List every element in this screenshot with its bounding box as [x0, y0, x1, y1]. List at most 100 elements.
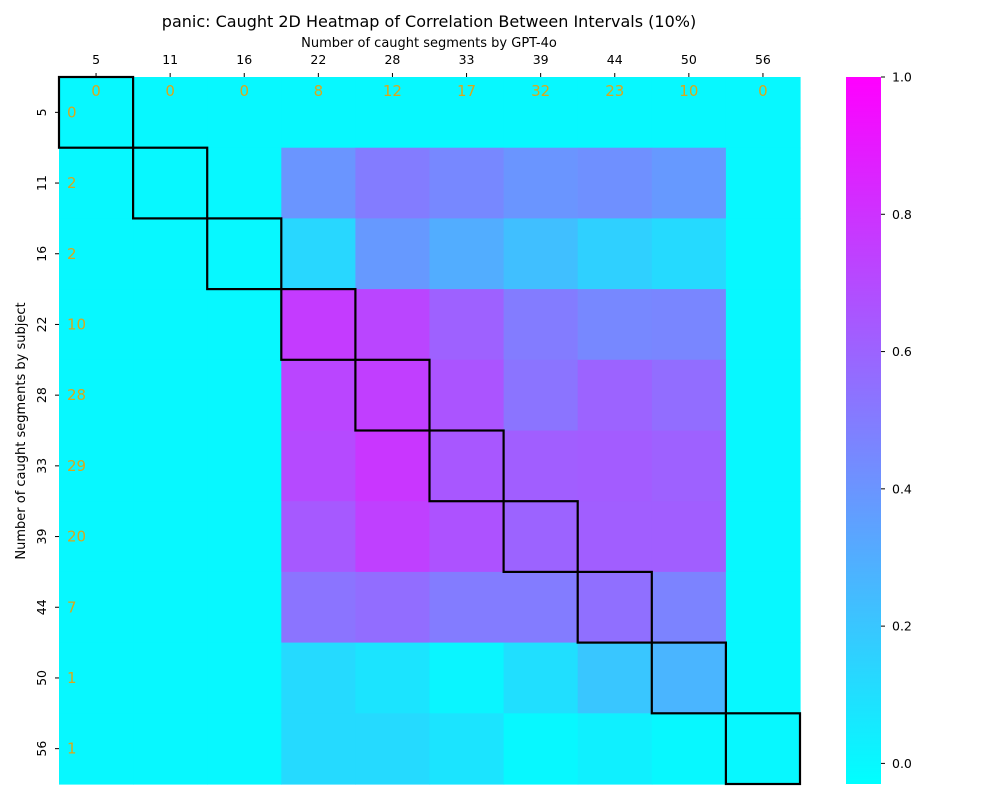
- heatmap-cell: [281, 359, 356, 432]
- heatmap-cell: [725, 77, 801, 149]
- y-count-label: 1: [67, 740, 77, 758]
- colorbar-tick-label: 1.0: [892, 70, 912, 85]
- heatmap-cell: [355, 77, 431, 149]
- heatmap-cell: [577, 642, 653, 714]
- heatmap-cell: [207, 289, 282, 361]
- diagonal-cell-outline: [724, 712, 802, 786]
- heatmap-cell: [281, 218, 356, 290]
- heatmap-cell: [207, 359, 282, 432]
- heatmap-cell: [651, 289, 727, 361]
- diagonal-cell-outline: [280, 288, 357, 361]
- x-tick-label: 39: [533, 52, 549, 67]
- y-count-label: 29: [67, 457, 86, 475]
- x-tick-label: 44: [607, 52, 623, 67]
- x-count-label: 12: [383, 82, 402, 100]
- heatmap-cell: [281, 501, 356, 573]
- heatmap-cell: [281, 642, 356, 714]
- x-tick-label: 16: [236, 52, 252, 67]
- heatmap-cell: [577, 571, 653, 644]
- x-tick-label: 28: [384, 52, 400, 67]
- heatmap-cell: [59, 430, 134, 502]
- x-count-label: 0: [91, 82, 101, 100]
- diagonal-cell-outline: [428, 429, 505, 503]
- heatmap-cell: [207, 147, 282, 219]
- heatmap-cell: [59, 642, 134, 714]
- heatmap-cell: [651, 430, 727, 502]
- heatmap-cell: [59, 77, 134, 149]
- heatmap-cell: [577, 77, 653, 149]
- x-tick-label: 56: [755, 52, 771, 67]
- colorbar-tick-label: 0.6: [892, 344, 912, 359]
- colorbar-tick-label: 0.8: [892, 207, 912, 222]
- y-tick-labels: 5 11 16 22 28 33 39 44 50 56: [34, 108, 59, 757]
- x-axis-label: Number of caught segments by GPT-4o: [301, 36, 557, 51]
- heatmap-cell: [725, 218, 801, 290]
- y-count-label: 28: [67, 386, 86, 404]
- heatmap-cell: [133, 571, 208, 644]
- heatmap-cell: [429, 218, 505, 290]
- heatmap-cell: [503, 501, 579, 573]
- heatmap-cell: [725, 359, 801, 432]
- heatmap-cell: [355, 147, 431, 219]
- heatmap-cell: [429, 571, 505, 644]
- heatmap-cell: [133, 147, 208, 219]
- y-tick-label: 50: [34, 670, 49, 686]
- heatmap-cell: [725, 713, 801, 785]
- heatmap-cell: [651, 642, 727, 714]
- heatmap-cell: [577, 713, 653, 785]
- x-tick-label: 33: [459, 52, 475, 67]
- heatmap-cell: [355, 430, 431, 502]
- y-count-label: 1: [67, 669, 77, 687]
- heatmap-cell: [725, 430, 801, 502]
- diagonal-cell-outline: [502, 500, 579, 574]
- heatmap-cell: [133, 642, 208, 714]
- x-count-label: 0: [239, 82, 249, 100]
- x-count-label: 0: [165, 82, 175, 100]
- heatmap-cell: [651, 571, 727, 644]
- y-tick-label: 39: [34, 529, 49, 545]
- heatmap-cell: [725, 147, 801, 219]
- heatmap-cell: [429, 147, 505, 219]
- heatmap-cell: [651, 359, 727, 432]
- heatmap-cell: [429, 289, 505, 361]
- x-count-label: 8: [314, 82, 324, 100]
- y-tick-label: 28: [34, 387, 49, 403]
- x-count-label: 10: [679, 82, 698, 100]
- heatmap-cell: [133, 218, 208, 290]
- diagonal-highlight: [57, 75, 802, 786]
- heatmap-cell: [59, 289, 134, 361]
- heatmap-cell: [207, 430, 282, 502]
- heatmap-cell: [355, 359, 431, 432]
- diagonal-cell-outline: [206, 217, 283, 291]
- y-tick-label: 56: [34, 741, 49, 757]
- diagonal-cell-outline: [354, 358, 431, 432]
- y-tick-label: 11: [34, 175, 49, 191]
- y-count-label: 10: [67, 315, 86, 333]
- heatmap-cell: [355, 218, 431, 290]
- heatmap-cell: [429, 642, 505, 714]
- heatmap-cell: [651, 501, 727, 573]
- heatmap-cell: [503, 571, 579, 644]
- y-count-label: 0: [67, 103, 77, 121]
- heatmap-cells: [59, 77, 801, 785]
- x-count-label: 17: [457, 82, 476, 100]
- heatmap-cell: [429, 713, 505, 785]
- y-axis-label: Number of caught segments by subject: [14, 302, 29, 559]
- heatmap-cell: [59, 571, 134, 644]
- heatmap-cell: [207, 642, 282, 714]
- x-tick-label: 22: [310, 52, 326, 67]
- diagonal-cell-outline: [650, 641, 727, 715]
- y-count-label: 7: [67, 598, 77, 616]
- heatmap-cell: [59, 713, 134, 785]
- heatmap-cell: [429, 430, 505, 502]
- heatmap-cell: [133, 77, 208, 149]
- y-count-label: 20: [67, 528, 86, 546]
- heatmap-cell: [133, 501, 208, 573]
- x-tick-label: 11: [162, 52, 178, 67]
- heatmap-cell: [59, 501, 134, 573]
- colorbar-tick-label: 0.2: [892, 619, 912, 634]
- heatmap-cell: [503, 77, 579, 149]
- heatmap-cell: [503, 289, 579, 361]
